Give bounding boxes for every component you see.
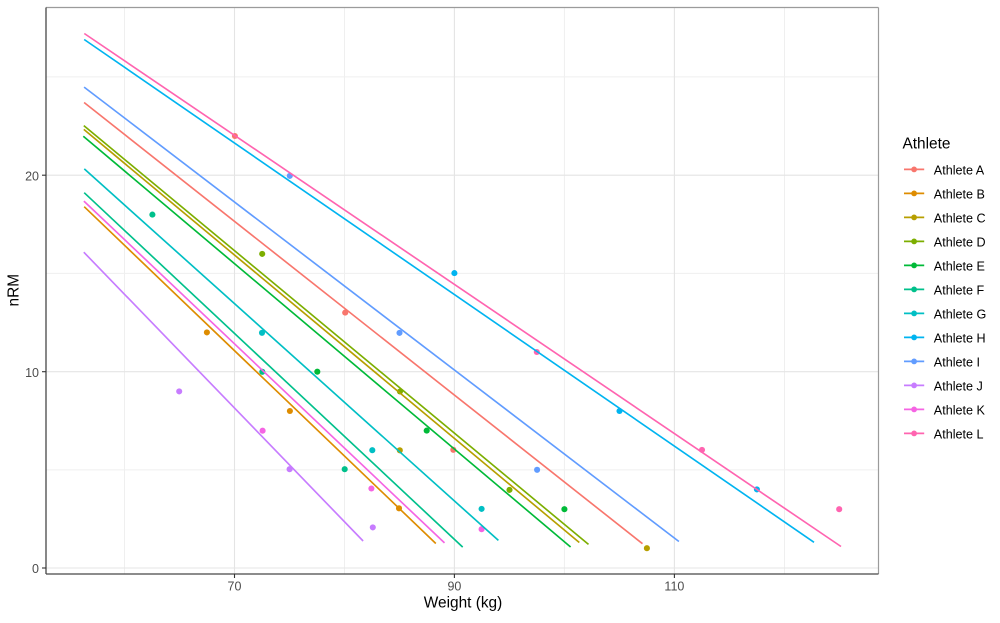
svg-text:Athlete E: Athlete E [934,260,985,274]
svg-text:Athlete L: Athlete L [934,428,984,442]
svg-text:Athlete B: Athlete B [934,188,985,202]
svg-text:110: 110 [664,580,684,594]
svg-text:Athlete G: Athlete G [934,308,987,322]
svg-text:Athlete: Athlete [903,135,951,152]
svg-text:Athlete H: Athlete H [934,332,986,346]
svg-text:10: 10 [25,366,39,380]
svg-text:Athlete I: Athlete I [934,356,980,370]
svg-text:70: 70 [228,580,242,594]
svg-text:Athlete D: Athlete D [934,236,986,250]
svg-text:nRM: nRM [6,274,23,307]
svg-text:Athlete J: Athlete J [934,380,983,394]
svg-text:Athlete A: Athlete A [934,164,985,178]
svg-text:Athlete F: Athlete F [934,284,985,298]
svg-text:Weight (kg): Weight (kg) [424,594,502,611]
svg-text:0: 0 [32,562,39,576]
svg-text:Athlete C: Athlete C [934,212,986,226]
svg-text:Athlete K: Athlete K [934,404,986,418]
svg-text:90: 90 [447,580,461,594]
svg-text:20: 20 [25,169,39,183]
